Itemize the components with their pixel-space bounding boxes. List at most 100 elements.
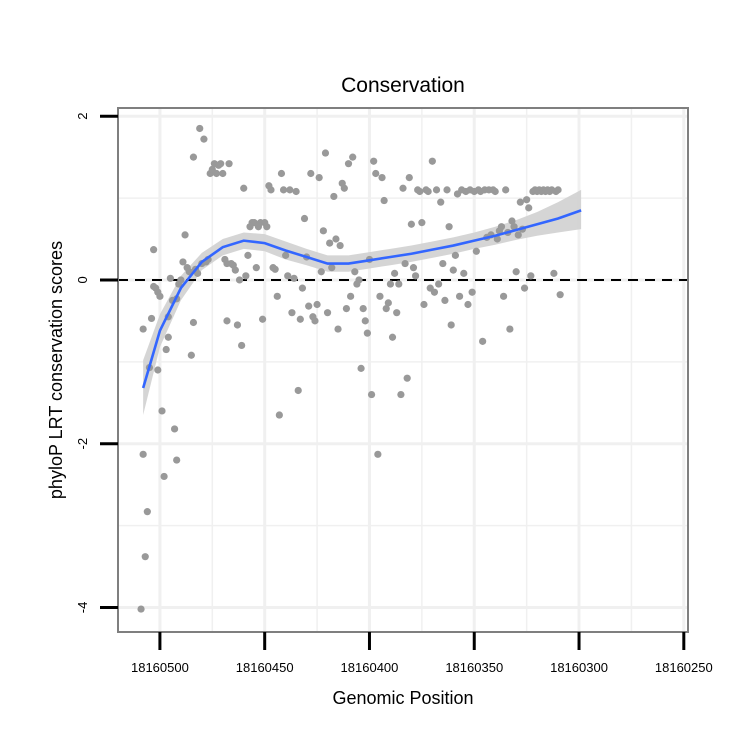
data-point bbox=[512, 268, 520, 276]
data-point bbox=[313, 300, 321, 309]
data-point bbox=[361, 317, 369, 325]
data-point bbox=[428, 157, 436, 165]
x-tick-label: 18160400 bbox=[341, 660, 399, 675]
data-point bbox=[177, 276, 185, 284]
y-tick-label: 0 bbox=[75, 276, 90, 283]
data-point bbox=[217, 160, 225, 168]
data-point bbox=[347, 292, 355, 300]
data-point bbox=[432, 186, 441, 194]
data-point bbox=[506, 325, 514, 333]
confidence-band-area bbox=[143, 189, 582, 416]
data-point bbox=[359, 304, 367, 313]
data-point bbox=[189, 153, 198, 161]
data-point bbox=[460, 269, 468, 277]
data-point bbox=[445, 223, 453, 231]
data-point bbox=[523, 196, 531, 204]
data-point bbox=[200, 135, 208, 143]
data-point bbox=[305, 302, 313, 310]
smooth-line bbox=[141, 209, 582, 389]
data-point bbox=[502, 186, 510, 194]
data-point bbox=[158, 407, 166, 415]
data-point bbox=[194, 269, 202, 277]
data-point bbox=[284, 272, 292, 280]
data-point bbox=[439, 259, 447, 268]
data-point bbox=[223, 317, 231, 325]
data-point bbox=[401, 259, 409, 268]
data-point bbox=[416, 187, 424, 196]
data-point bbox=[288, 309, 296, 317]
data-point bbox=[231, 266, 239, 274]
data-point bbox=[520, 284, 529, 292]
data-point bbox=[451, 251, 459, 259]
confidence-band bbox=[143, 189, 582, 416]
data-point bbox=[326, 239, 334, 247]
data-point bbox=[374, 450, 382, 458]
x-tick-label: 18160500 bbox=[131, 660, 189, 675]
data-point bbox=[147, 314, 156, 323]
data-point bbox=[342, 304, 351, 313]
plot-frame bbox=[117, 107, 689, 633]
data-point bbox=[328, 264, 336, 272]
data-point bbox=[349, 153, 357, 161]
data-point bbox=[340, 184, 348, 192]
data-point bbox=[370, 157, 378, 165]
data-point bbox=[357, 364, 365, 372]
data-point bbox=[150, 246, 158, 254]
data-point bbox=[321, 149, 330, 157]
data-point bbox=[334, 325, 342, 333]
data-point bbox=[258, 315, 267, 323]
data-point bbox=[275, 411, 283, 419]
data-point bbox=[277, 169, 286, 178]
data-point bbox=[355, 276, 363, 284]
data-point bbox=[173, 456, 181, 464]
data-point bbox=[514, 231, 522, 239]
data-point bbox=[380, 196, 388, 205]
data-point bbox=[499, 292, 508, 300]
data-point bbox=[550, 269, 558, 277]
data-point bbox=[235, 276, 244, 284]
data-point bbox=[384, 299, 392, 307]
y-tick-label: -4 bbox=[75, 602, 90, 614]
data-point bbox=[170, 425, 179, 433]
data-point bbox=[449, 266, 457, 274]
data-point bbox=[225, 160, 233, 168]
data-point bbox=[166, 274, 174, 282]
data-point bbox=[525, 204, 533, 212]
x-tick-label: 18160450 bbox=[236, 660, 294, 675]
data-point bbox=[493, 235, 501, 243]
data-point bbox=[271, 265, 279, 273]
x-axis-title: Genomic Position bbox=[332, 688, 473, 708]
data-point bbox=[395, 280, 403, 288]
x-tick-label: 18160300 bbox=[550, 660, 608, 675]
data-point bbox=[139, 325, 147, 333]
data-point bbox=[143, 508, 151, 516]
data-point bbox=[267, 186, 275, 194]
data-point bbox=[189, 318, 198, 327]
data-point bbox=[282, 251, 290, 259]
data-point bbox=[141, 553, 149, 561]
data-point bbox=[307, 169, 315, 178]
data-point bbox=[447, 321, 455, 329]
data-point bbox=[388, 333, 397, 341]
data-point bbox=[516, 198, 524, 206]
data-point bbox=[315, 173, 323, 182]
data-point bbox=[554, 186, 562, 194]
data-point bbox=[424, 187, 432, 196]
data-point bbox=[344, 160, 353, 168]
data-point bbox=[292, 187, 300, 196]
data-point bbox=[363, 329, 371, 337]
data-point bbox=[435, 280, 443, 288]
data-point bbox=[491, 187, 499, 196]
data-point bbox=[298, 284, 307, 292]
data-point bbox=[411, 272, 420, 280]
data-point bbox=[323, 309, 332, 317]
data-point bbox=[468, 288, 476, 296]
data-point bbox=[437, 198, 445, 206]
data-point bbox=[286, 186, 294, 194]
data-point bbox=[311, 317, 319, 325]
data-point bbox=[455, 292, 464, 300]
data-point bbox=[497, 223, 506, 231]
data-point bbox=[386, 280, 395, 288]
data-point bbox=[196, 124, 204, 133]
